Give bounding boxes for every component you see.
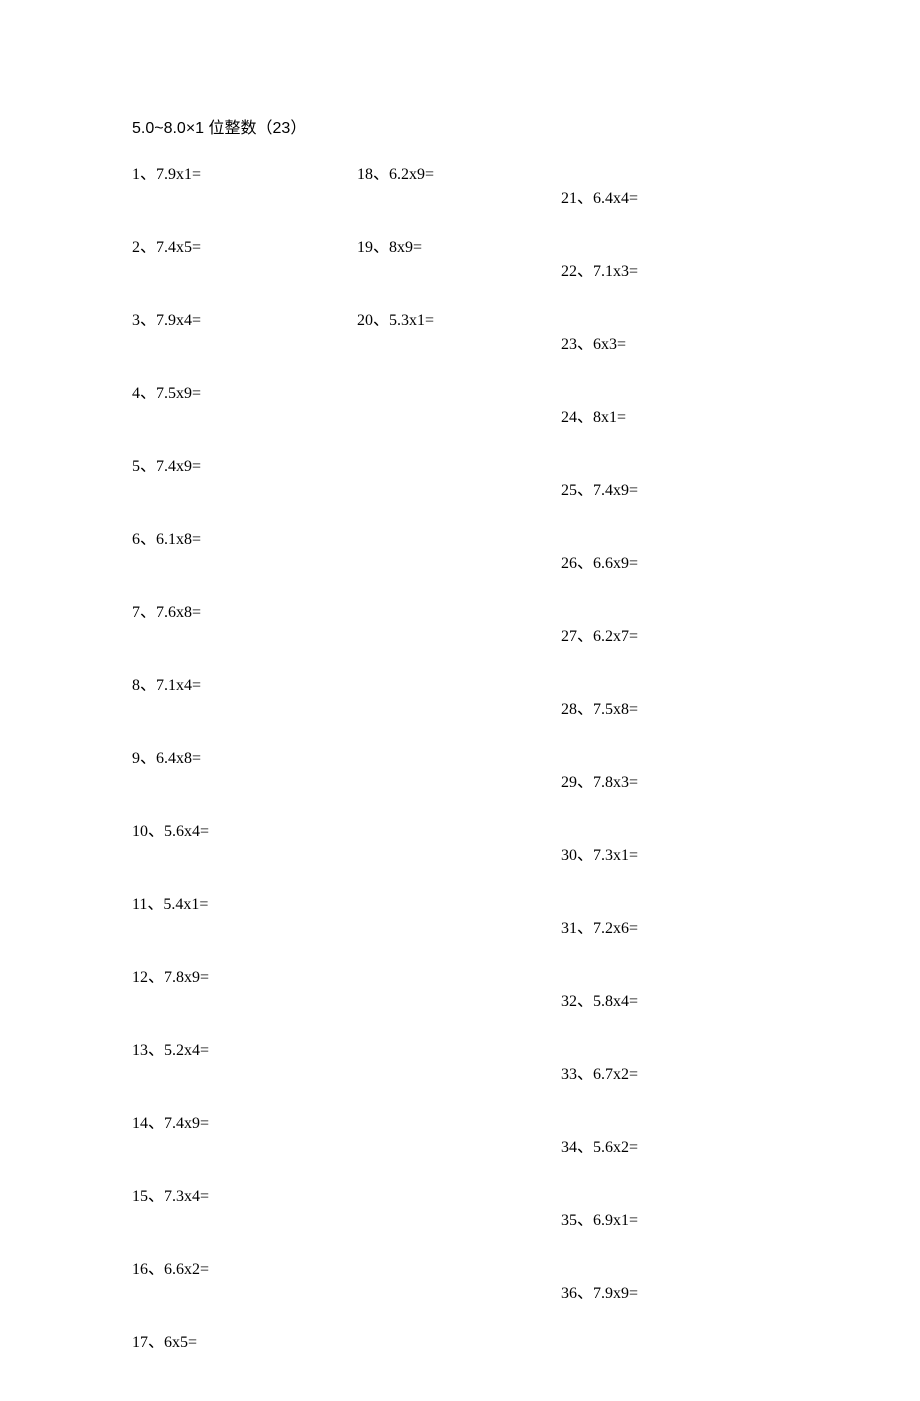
column-3: 21、6.4x4= 22、7.1x3= 23、6x3= 24、8x1= 25、7… — [561, 160, 761, 1401]
problem-item: 7、7.6x8= — [132, 598, 357, 671]
problem-item: 28、7.5x8= — [561, 695, 761, 768]
problem-item: 19、8x9= — [357, 233, 561, 306]
problem-item: 6、6.1x8= — [132, 525, 357, 598]
problem-item: 3、7.9x4= — [132, 306, 357, 379]
problem-item: 2、7.4x5= — [132, 233, 357, 306]
problem-item: 30、7.3x1= — [561, 841, 761, 914]
problem-item: 14、7.4x9= — [132, 1109, 357, 1182]
problem-item: 21、6.4x4= — [561, 184, 761, 257]
problem-item: 34、5.6x2= — [561, 1133, 761, 1206]
problem-item: 8、7.1x4= — [132, 671, 357, 744]
problem-item: 26、6.6x9= — [561, 549, 761, 622]
worksheet-page: 5.0~8.0×1 位整数（23） 1、7.9x1= 2、7.4x5= 3、7.… — [0, 0, 920, 1401]
problems-columns: 1、7.9x1= 2、7.4x5= 3、7.9x4= 4、7.5x9= 5、7.… — [132, 160, 788, 1401]
problem-item: 24、8x1= — [561, 403, 761, 476]
problem-item: 4、7.5x9= — [132, 379, 357, 452]
column-1: 1、7.9x1= 2、7.4x5= 3、7.9x4= 4、7.5x9= 5、7.… — [132, 160, 357, 1401]
problem-item: 13、5.2x4= — [132, 1036, 357, 1109]
problem-item: 10、5.6x4= — [132, 817, 357, 890]
problem-item: 35、6.9x1= — [561, 1206, 761, 1279]
problem-item: 32、5.8x4= — [561, 987, 761, 1060]
problem-item: 29、7.8x3= — [561, 768, 761, 841]
problem-item: 1、7.9x1= — [132, 160, 357, 233]
problem-item: 25、7.4x9= — [561, 476, 761, 549]
problem-item: 22、7.1x3= — [561, 257, 761, 330]
problem-item: 36、7.9x9= — [561, 1279, 761, 1352]
problem-item: 20、5.3x1= — [357, 306, 561, 379]
problem-item: 27、6.2x7= — [561, 622, 761, 695]
problem-item: 9、6.4x8= — [132, 744, 357, 817]
problem-item: 5、7.4x9= — [132, 452, 357, 525]
problem-item: 31、7.2x6= — [561, 914, 761, 987]
worksheet-title: 5.0~8.0×1 位整数（23） — [132, 114, 788, 138]
problem-item: 18、6.2x9= — [357, 160, 561, 233]
problem-item: 16、6.6x2= — [132, 1255, 357, 1328]
problem-item: 12、7.8x9= — [132, 963, 357, 1036]
problem-item: 17、6x5= — [132, 1328, 357, 1401]
problem-item: 23、6x3= — [561, 330, 761, 403]
problem-item: 33、6.7x2= — [561, 1060, 761, 1133]
problem-item: 11、5.4x1= — [132, 890, 357, 963]
column-2: 18、6.2x9= 19、8x9= 20、5.3x1= — [357, 160, 561, 1401]
problem-item: 15、7.3x4= — [132, 1182, 357, 1255]
